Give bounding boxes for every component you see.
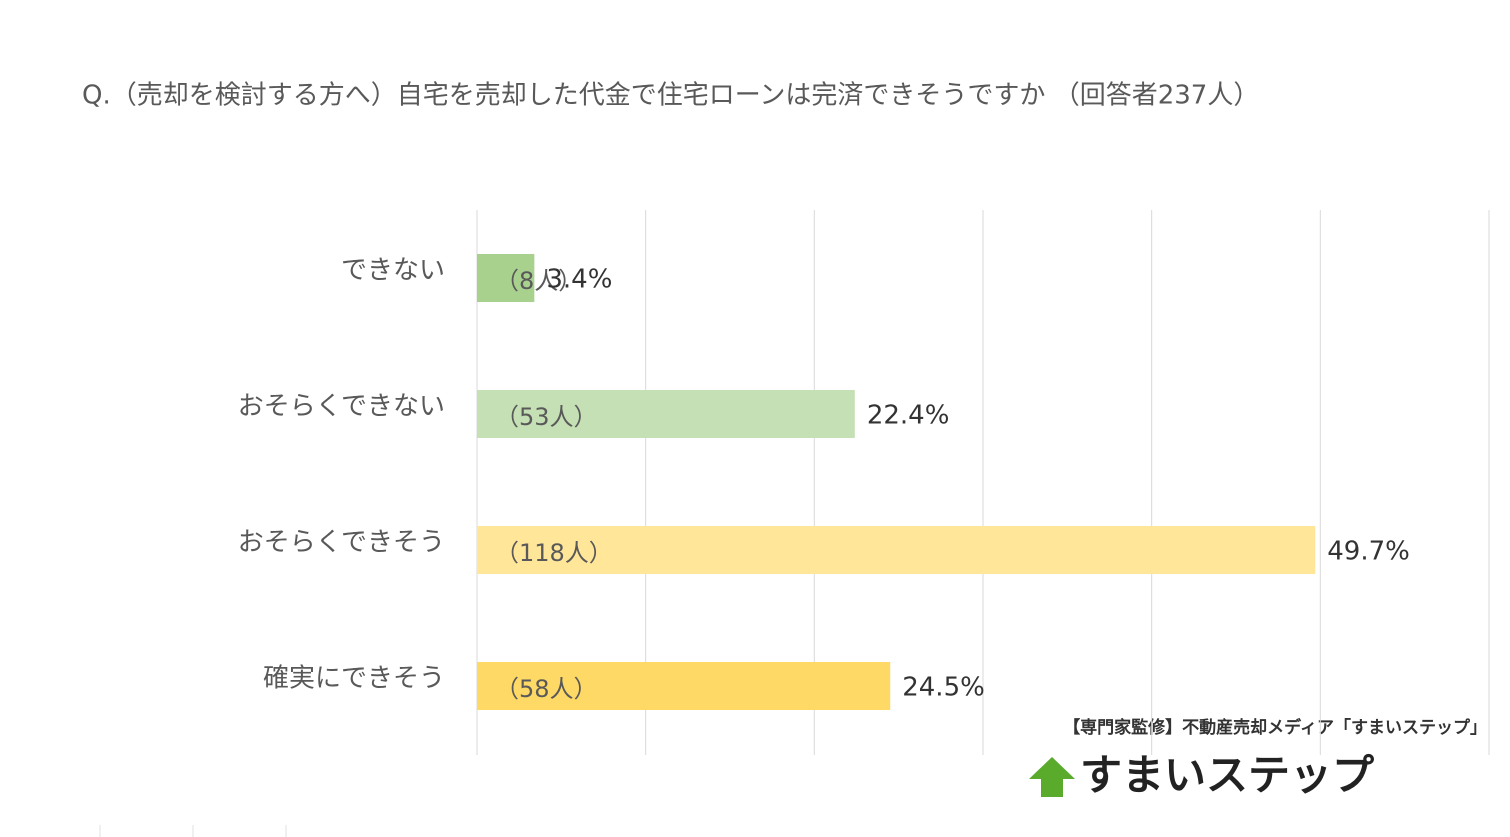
bar — [477, 390, 855, 438]
count-label: （58人） — [495, 675, 598, 703]
source: 【専門家監修】不動産売却メディア「すまいステップ」 — [1063, 717, 1487, 738]
decor — [99, 825, 287, 837]
y-tick-label: おそらくできそう — [238, 528, 445, 558]
count-label: （53人） — [495, 403, 598, 431]
bar — [477, 662, 891, 710]
value-label: 49.7% — [1327, 537, 1410, 567]
value-label: 22.4% — [867, 401, 950, 431]
y-tick-label: 確実にできそう — [263, 664, 445, 694]
y-tick-label: できない — [341, 256, 445, 286]
value-label: 3.4% — [546, 265, 612, 295]
chart-title: Q.（売却を検討する方へ）自宅を売却した代金で住宅ローンは完済できそうですか （… — [82, 81, 1259, 111]
bar — [477, 254, 535, 302]
count-label: （8人） — [495, 267, 582, 295]
logo: すまいステップ — [1080, 751, 1374, 800]
y-tick-label: おそらくできない — [238, 392, 445, 422]
logo-icon — [1029, 757, 1075, 797]
value-label: 24.5% — [902, 673, 985, 703]
bar — [477, 526, 1316, 574]
count-label: （118人） — [495, 539, 613, 567]
